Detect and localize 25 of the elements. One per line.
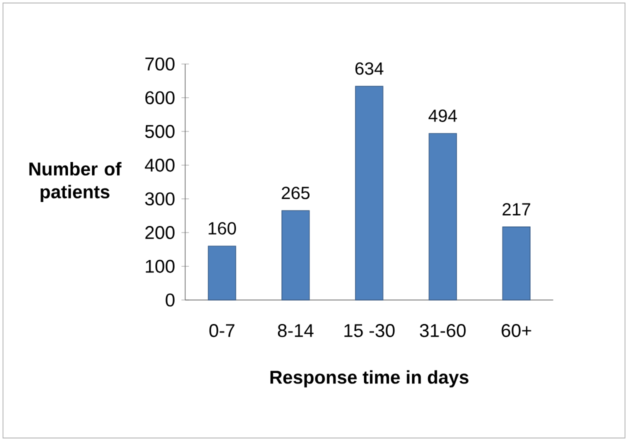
data-label: 634 bbox=[355, 62, 384, 75]
bar bbox=[502, 226, 531, 300]
y-tick-label: 600 bbox=[145, 91, 175, 104]
x-tick-label: 8-14 bbox=[278, 324, 314, 338]
bar bbox=[281, 210, 310, 300]
y-tick-label: 300 bbox=[145, 192, 175, 206]
x-tick-label: 31-60 bbox=[420, 324, 466, 338]
y-tick-label: 100 bbox=[146, 260, 175, 273]
data-label: 217 bbox=[502, 203, 530, 216]
bar bbox=[208, 246, 236, 300]
bar bbox=[355, 86, 384, 300]
y-tick-label: 500 bbox=[145, 124, 175, 138]
x-tick-label: 15 -30 bbox=[344, 324, 395, 338]
data-label: 494 bbox=[428, 110, 457, 122]
x-tick-label: 60+ bbox=[502, 324, 532, 338]
x-tick-label: 0-7 bbox=[209, 324, 234, 338]
y-axis-title: Number of patients bbox=[29, 162, 122, 202]
data-label: 265 bbox=[282, 186, 310, 200]
y-tick-label: 400 bbox=[144, 158, 175, 172]
bar bbox=[428, 133, 457, 300]
x-axis-title: Response time in days bbox=[270, 370, 468, 388]
y-tick-label: 700 bbox=[145, 57, 175, 71]
y-tick-label: 0 bbox=[166, 293, 175, 307]
data-label: 160 bbox=[208, 222, 236, 235]
y-tick-label: 200 bbox=[145, 226, 175, 240]
